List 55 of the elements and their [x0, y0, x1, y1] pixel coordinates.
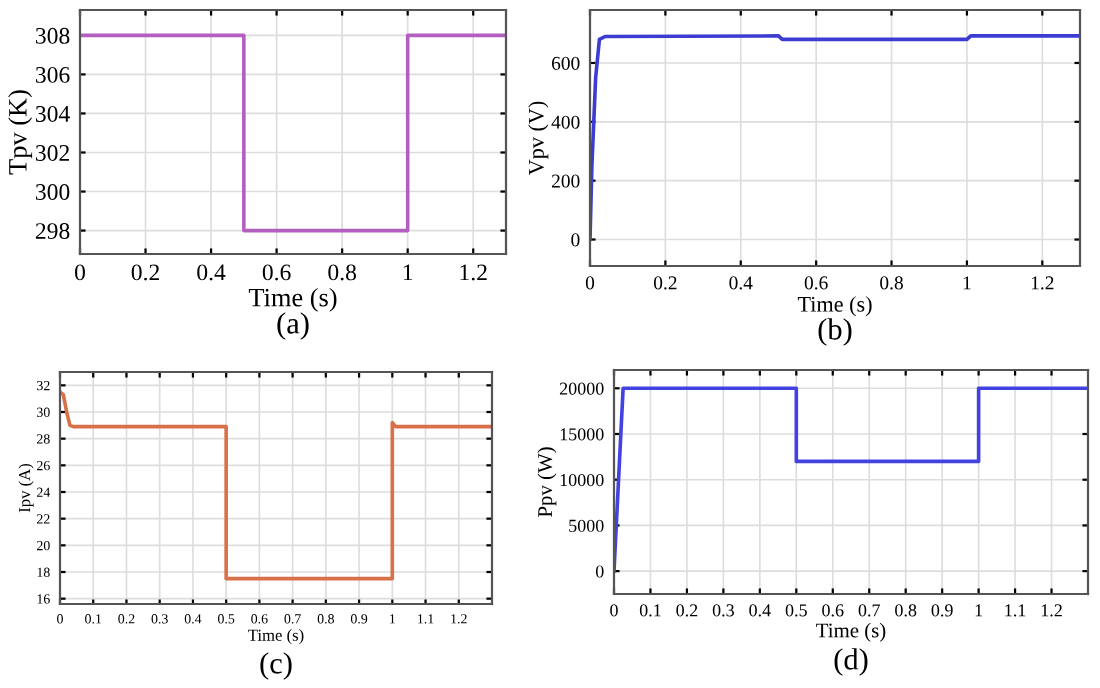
x-tick-label: 1 — [403, 264, 413, 281]
x-axis-title: Time (s) — [248, 287, 337, 312]
text: (a) — [277, 312, 309, 340]
x-tick-label: 0.5 — [785, 604, 807, 617]
x-tick-label: 0.2 — [653, 276, 677, 290]
y-tick-label: 308 — [35, 27, 70, 44]
y-tick-label: 5000 — [569, 519, 604, 532]
x-tick-label: 1 — [975, 604, 983, 617]
y-axis-title: Tpv (K) — [8, 90, 33, 175]
x-axis-title: Time (s) — [797, 296, 872, 317]
y-tick-label: 0 — [595, 565, 604, 578]
y-tick-label: 10000 — [560, 473, 604, 487]
y-tick-label: 298 — [35, 223, 70, 239]
y-tick-label: 600 — [551, 56, 580, 70]
text: (c) — [260, 652, 292, 680]
x-tick-label: 0.7 — [858, 604, 880, 617]
line-series — [60, 390, 492, 581]
x-tick-label: 0.2 — [131, 264, 159, 281]
y-axis-title: Vpv (V) — [528, 101, 549, 176]
x-tick-label: 0.3 — [712, 604, 734, 617]
x-axis-title: Time (s) — [816, 622, 886, 642]
x-tick-label: 1 — [963, 276, 971, 290]
y-axis-title: Ipv (A) — [18, 463, 34, 513]
x-tick-label: 0.6 — [822, 604, 844, 617]
x-tick-label: 0.4 — [729, 276, 753, 290]
x-tick-label: 0.1 — [639, 604, 661, 617]
y-tick-label: 200 — [551, 174, 580, 188]
x-tick-label: 0.6 — [262, 264, 291, 281]
x-tick-label: 0.6 — [804, 276, 828, 290]
x-tick-label: 0.2 — [676, 604, 698, 617]
x-tick-label: 0 — [610, 604, 618, 617]
x-tick-label: 0.8 — [328, 264, 357, 281]
x-axis-title: Time (s) — [248, 629, 304, 645]
x-tick-label: 0 — [75, 264, 85, 281]
x-tick-label: 0.8 — [880, 276, 903, 290]
y-tick-label: 15000 — [560, 428, 604, 441]
line-series — [590, 34, 1080, 242]
y-axis-title: Ppv (W) — [537, 447, 557, 517]
text: (b) — [818, 318, 852, 346]
x-tick-label: 0.4 — [749, 604, 771, 617]
x-tick-label: 1.2 — [460, 264, 487, 281]
x-tick-label: 0.8 — [895, 604, 917, 617]
y-tick-label: 300 — [35, 184, 70, 200]
x-tick-label: 1.1 — [1005, 604, 1026, 617]
x-tick-label: 1.2 — [1041, 604, 1062, 617]
y-tick-label: 0 — [571, 233, 580, 247]
y-tick-label: 302 — [35, 144, 69, 161]
y-tick-label: 400 — [551, 115, 580, 129]
y-tick-label: 304 — [35, 105, 70, 122]
text: (d) — [834, 648, 868, 676]
y-tick-label: 306 — [35, 66, 70, 83]
y-tick-label: 20000 — [559, 382, 604, 395]
x-tick-label: 0.4 — [197, 264, 226, 281]
x-tick-label: 1.2 — [1031, 276, 1054, 290]
x-tick-label: 0.9 — [931, 604, 953, 617]
